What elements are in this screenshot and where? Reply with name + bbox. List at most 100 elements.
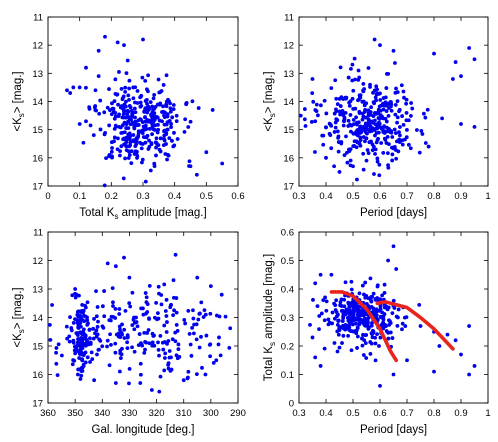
scatter-panel-1: 0 0.1 0.2 0.3 0.4 0.5 0.6 11 12 13 14 15 16 17 Total K… <box>12 13 245 222</box>
data-point <box>211 360 216 365</box>
data-point <box>377 162 382 167</box>
data-point <box>326 317 331 322</box>
data-point <box>147 316 151 321</box>
data-point <box>117 124 122 129</box>
data-point <box>124 99 128 104</box>
data-point <box>357 291 362 296</box>
data-point <box>385 129 390 134</box>
data-point <box>369 105 374 110</box>
data-point <box>133 115 137 120</box>
data-point <box>77 85 82 90</box>
data-point <box>128 304 133 309</box>
data-point <box>76 367 81 372</box>
data-point <box>385 134 390 139</box>
data-point <box>94 314 99 319</box>
data-point <box>129 117 134 122</box>
data-point <box>190 325 194 330</box>
data-point <box>144 295 149 300</box>
data-point <box>79 369 84 374</box>
data-point <box>397 138 402 143</box>
data-point <box>169 355 173 360</box>
data-point <box>135 324 140 329</box>
data-point <box>421 111 426 116</box>
data-point <box>343 111 348 115</box>
data-point <box>80 358 85 363</box>
data-point <box>122 255 126 260</box>
data-point <box>144 87 149 92</box>
data-point <box>384 109 389 113</box>
data-point <box>153 128 157 132</box>
data-point <box>170 115 175 120</box>
data-point <box>360 117 365 122</box>
data-point <box>346 75 351 80</box>
data-point <box>103 34 107 39</box>
x-tick-label: 0.5 <box>346 408 359 419</box>
data-point <box>100 344 105 349</box>
data-point <box>129 149 134 154</box>
data-point <box>191 316 196 321</box>
data-point <box>350 300 355 305</box>
data-point <box>138 100 143 105</box>
data-point <box>372 172 376 176</box>
data-point <box>186 125 191 129</box>
data-point <box>381 101 385 106</box>
data-point <box>131 133 136 137</box>
data-point <box>223 314 228 319</box>
data-point <box>316 113 320 118</box>
data-point <box>113 381 118 385</box>
data-point <box>355 334 360 339</box>
data-point <box>83 314 88 319</box>
data-point <box>78 352 82 356</box>
data-point <box>313 119 318 124</box>
data-point <box>395 120 399 125</box>
data-point <box>77 337 82 342</box>
data-point <box>336 149 341 154</box>
data-point <box>386 163 390 168</box>
data-point <box>161 347 166 352</box>
data-point <box>384 119 389 124</box>
x-tick-label: 0.3 <box>292 191 305 202</box>
x-tick-label: 0.7 <box>400 191 413 202</box>
data-point <box>86 342 91 347</box>
data-point <box>190 99 195 104</box>
data-point <box>370 335 375 340</box>
data-point <box>389 108 394 113</box>
data-point <box>382 291 387 295</box>
data-point <box>154 136 159 141</box>
plot-frame <box>298 231 489 404</box>
data-point <box>393 103 398 107</box>
data-point <box>351 131 356 136</box>
data-point <box>343 312 348 317</box>
data-point <box>381 96 386 100</box>
data-point <box>355 326 360 331</box>
data-point <box>352 139 357 144</box>
data-point <box>393 61 397 65</box>
data-point <box>107 318 112 323</box>
data-point <box>400 142 405 147</box>
scatter-panel-3: 360 350 340 330 320 310 300 290 11 12 13 14 15 16 17 Ga… <box>12 228 246 437</box>
data-point <box>116 102 120 107</box>
data-point <box>417 302 422 307</box>
data-point <box>371 330 376 334</box>
data-point <box>98 98 103 103</box>
data-point <box>347 319 351 324</box>
data-point <box>390 158 395 163</box>
y-tick-label: 16 <box>283 153 294 164</box>
data-point <box>102 183 107 188</box>
data-point <box>324 125 328 130</box>
data-point <box>80 332 85 337</box>
data-point <box>105 105 110 110</box>
data-point <box>374 84 379 89</box>
x-tick-label: 0.4 <box>319 191 332 202</box>
data-point <box>353 307 358 312</box>
data-point <box>368 276 373 281</box>
data-point <box>68 315 72 320</box>
data-point <box>417 150 422 155</box>
data-point <box>154 145 158 150</box>
data-point <box>347 325 352 330</box>
data-point <box>135 89 140 93</box>
data-point <box>126 132 131 137</box>
data-point <box>409 114 413 118</box>
x-tick-label: 350 <box>67 408 83 419</box>
